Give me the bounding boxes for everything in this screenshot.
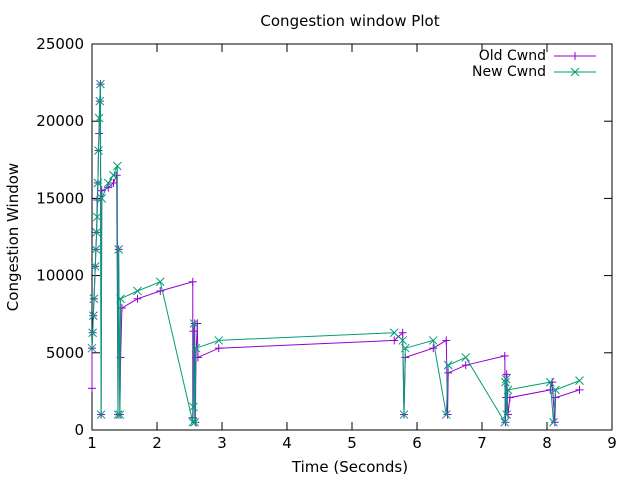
x-tick-label: 7 bbox=[477, 434, 487, 452]
data-point bbox=[188, 277, 197, 286]
data-point bbox=[87, 343, 97, 353]
y-axis-label: Congestion Window bbox=[4, 163, 22, 311]
data-point bbox=[113, 410, 123, 419]
data-point bbox=[115, 410, 125, 419]
data-point bbox=[500, 351, 509, 360]
data-point bbox=[96, 79, 105, 89]
data-point bbox=[89, 294, 99, 304]
data-point bbox=[95, 96, 105, 106]
data-point bbox=[97, 186, 106, 195]
data-point bbox=[109, 170, 118, 180]
data-point bbox=[502, 410, 512, 419]
plot-frame bbox=[91, 43, 613, 431]
data-point bbox=[93, 178, 103, 188]
x-axis: 1 2 3 4 5 6 7 8 9 bbox=[87, 44, 617, 452]
y-tick-label: 10000 bbox=[36, 267, 84, 285]
data-point bbox=[112, 161, 122, 171]
data-point bbox=[188, 417, 198, 427]
data-point bbox=[400, 343, 410, 353]
data-point bbox=[189, 319, 199, 328]
series-layer bbox=[87, 79, 584, 427]
legend-marker bbox=[571, 52, 579, 60]
data-point bbox=[575, 385, 584, 394]
data-point bbox=[443, 360, 453, 370]
data-point bbox=[103, 178, 113, 188]
data-point bbox=[428, 336, 438, 345]
data-point bbox=[399, 410, 409, 419]
data-point bbox=[214, 336, 224, 345]
data-point bbox=[92, 228, 101, 237]
data-point bbox=[88, 328, 98, 338]
y-tick-label: 25000 bbox=[36, 35, 84, 53]
data-point bbox=[461, 353, 471, 362]
data-point bbox=[389, 328, 399, 338]
x-tick-label: 6 bbox=[412, 434, 422, 452]
data-point bbox=[92, 212, 102, 222]
series-old-cwnd bbox=[88, 80, 584, 427]
data-point bbox=[442, 336, 451, 345]
data-point bbox=[88, 311, 98, 321]
data-point bbox=[91, 244, 101, 254]
y-tick-label: 15000 bbox=[36, 189, 84, 207]
legend-label-new: New Cwnd bbox=[472, 64, 546, 80]
data-point bbox=[551, 385, 560, 395]
legend-marker bbox=[570, 67, 580, 77]
legend-label-old: Old Cwnd bbox=[479, 48, 546, 64]
y-tick-label: 5000 bbox=[46, 344, 84, 362]
data-point bbox=[398, 336, 408, 345]
data-point bbox=[90, 261, 100, 271]
y-tick-label: 0 bbox=[74, 421, 84, 439]
data-point bbox=[549, 417, 558, 427]
data-point bbox=[155, 277, 165, 287]
y-axis: 0 5000 10000 15000 20000 25000 bbox=[36, 35, 612, 439]
data-point bbox=[501, 374, 511, 384]
x-tick-label: 2 bbox=[152, 434, 162, 452]
x-tick-label: 3 bbox=[217, 434, 227, 452]
data-point bbox=[429, 344, 438, 353]
data-point bbox=[390, 336, 399, 345]
x-tick-label: 4 bbox=[282, 434, 292, 452]
data-point bbox=[189, 402, 198, 412]
legend: Old Cwnd New Cwnd bbox=[472, 48, 596, 80]
x-tick-label: 9 bbox=[607, 434, 617, 452]
data-point bbox=[550, 418, 559, 427]
data-point bbox=[500, 417, 510, 427]
chart-title: Congestion window Plot bbox=[260, 12, 439, 30]
data-point bbox=[502, 370, 511, 379]
data-point bbox=[114, 244, 124, 254]
data-point bbox=[441, 410, 451, 419]
data-point bbox=[189, 327, 198, 336]
data-point bbox=[191, 343, 201, 353]
y-tick-label: 20000 bbox=[36, 112, 84, 130]
x-axis-label: Time (Seconds) bbox=[291, 458, 408, 476]
data-point bbox=[97, 194, 107, 203]
x-tick-label: 1 bbox=[87, 434, 97, 452]
data-point bbox=[398, 328, 407, 337]
data-point bbox=[94, 146, 103, 155]
data-point bbox=[190, 417, 200, 427]
data-point bbox=[501, 377, 510, 387]
data-point bbox=[109, 178, 118, 187]
data-point bbox=[94, 113, 104, 123]
data-point bbox=[461, 361, 470, 370]
data-point bbox=[96, 410, 106, 419]
data-point bbox=[503, 385, 513, 395]
data-point bbox=[214, 344, 223, 353]
data-point bbox=[193, 353, 202, 362]
data-point bbox=[133, 294, 142, 303]
x-tick-label: 5 bbox=[347, 434, 357, 452]
data-point bbox=[116, 294, 125, 304]
data-point bbox=[443, 410, 452, 419]
data-point bbox=[575, 376, 584, 385]
x-tick-label: 8 bbox=[542, 434, 552, 452]
data-point bbox=[545, 377, 555, 387]
data-point bbox=[104, 183, 113, 192]
data-point bbox=[88, 384, 96, 393]
data-point bbox=[133, 286, 142, 296]
series-new-cwnd bbox=[87, 79, 584, 427]
